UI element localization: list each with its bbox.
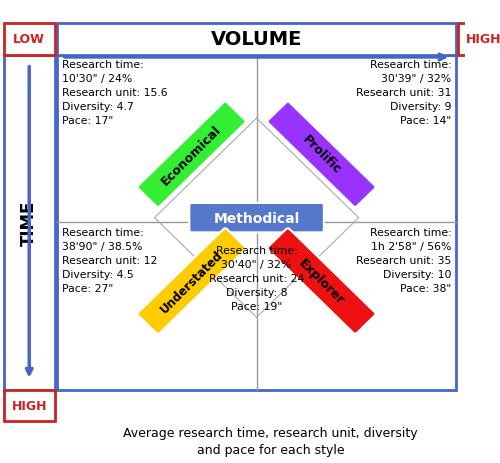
Text: HIGH: HIGH: [466, 33, 500, 46]
FancyBboxPatch shape: [268, 229, 376, 334]
Bar: [57, 56, 456, 390]
FancyBboxPatch shape: [138, 229, 246, 334]
Text: Research time:
38'90" / 38.5%
Research unit: 12
Diversity: 4.5
Pace: 27": Research time: 38'90" / 38.5% Research u…: [62, 227, 157, 293]
FancyBboxPatch shape: [4, 24, 54, 56]
Text: Research time:
30'39" / 32%
Research unit: 31
Diversity: 9
Pace: 14": Research time: 30'39" / 32% Research uni…: [356, 60, 452, 126]
FancyBboxPatch shape: [4, 390, 54, 421]
Text: Economical: Economical: [159, 123, 224, 188]
Text: TIME: TIME: [20, 200, 38, 245]
Bar: [4, 56, 54, 390]
FancyBboxPatch shape: [190, 204, 324, 233]
Text: HIGH: HIGH: [12, 399, 47, 412]
Text: Methodical: Methodical: [214, 211, 300, 225]
FancyBboxPatch shape: [138, 102, 246, 208]
Text: Research time:
10'30" / 24%
Research unit: 15.6
Diversity: 4.7
Pace: 17": Research time: 10'30" / 24% Research uni…: [62, 60, 168, 126]
Text: Average research time, research unit, diversity
and pace for each style: Average research time, research unit, di…: [123, 426, 418, 456]
Text: Understated: Understated: [158, 248, 226, 315]
FancyBboxPatch shape: [268, 102, 376, 208]
Text: LOW: LOW: [14, 33, 45, 46]
Text: VOLUME: VOLUME: [211, 30, 302, 49]
Text: Prolific: Prolific: [300, 133, 344, 177]
Text: Research time:
30'40" / 32%
Research unit: 24
Diversity: 8
Pace: 19": Research time: 30'40" / 32% Research uni…: [209, 245, 304, 311]
Bar: [57, 24, 456, 56]
Text: Explorer: Explorer: [296, 256, 347, 307]
Text: Research time:
1h 2'58" / 56%
Research unit: 35
Diversity: 10
Pace: 38": Research time: 1h 2'58" / 56% Research u…: [356, 227, 452, 293]
FancyBboxPatch shape: [458, 24, 500, 56]
